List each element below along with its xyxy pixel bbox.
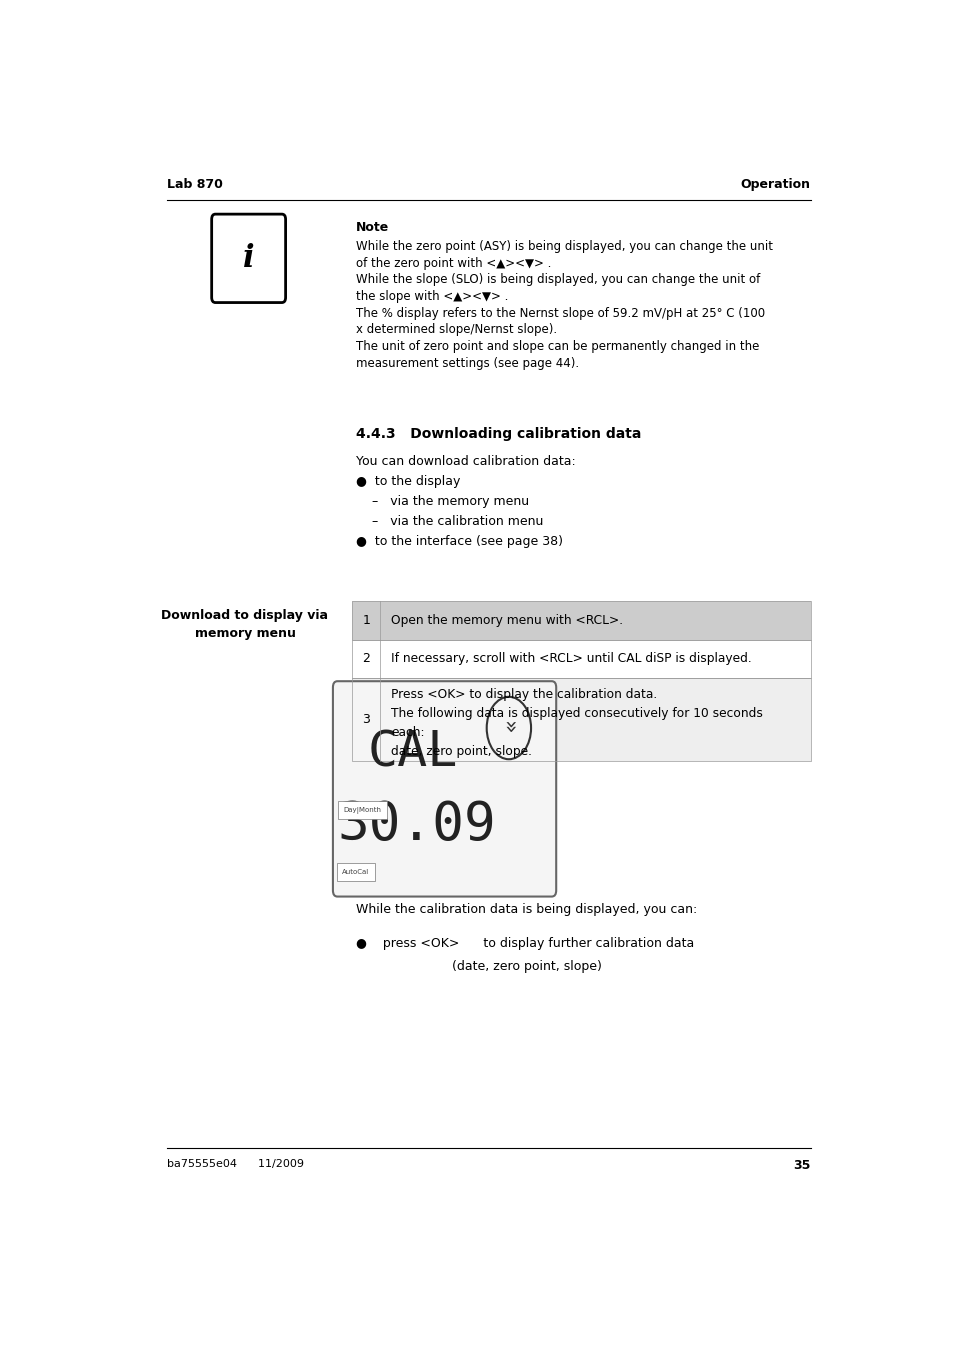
Text: 1: 1 bbox=[362, 613, 370, 627]
Bar bbox=[352, 678, 810, 762]
Text: i: i bbox=[243, 243, 254, 274]
Text: CAL: CAL bbox=[367, 728, 457, 777]
Text: Operation: Operation bbox=[740, 178, 810, 192]
Text: AutoCal: AutoCal bbox=[342, 869, 369, 875]
Text: 2: 2 bbox=[362, 653, 370, 665]
Text: –   via the memory menu: – via the memory menu bbox=[355, 494, 528, 508]
Text: Open the memory menu with <RCL>.: Open the memory menu with <RCL>. bbox=[391, 613, 623, 627]
Text: 4.4.3   Downloading calibration data: 4.4.3 Downloading calibration data bbox=[355, 427, 640, 442]
Text: date, zero point, slope.: date, zero point, slope. bbox=[391, 744, 532, 758]
Text: »: » bbox=[498, 721, 518, 735]
Bar bbox=[352, 639, 810, 678]
Text: Lab 870: Lab 870 bbox=[167, 178, 223, 192]
Text: each:: each: bbox=[391, 725, 424, 739]
Text: The following data is displayed consecutively for 10 seconds: The following data is displayed consecut… bbox=[391, 707, 762, 720]
Text: ●  to the display: ● to the display bbox=[355, 476, 459, 488]
FancyBboxPatch shape bbox=[333, 681, 556, 897]
Text: You can download calibration data:: You can download calibration data: bbox=[355, 455, 575, 469]
Bar bbox=[352, 678, 810, 762]
Text: Press <OK> to display the calibration data.: Press <OK> to display the calibration da… bbox=[391, 689, 657, 701]
Text: measurement settings (see page 44).: measurement settings (see page 44). bbox=[355, 357, 578, 370]
Text: Download to display via: Download to display via bbox=[161, 609, 328, 623]
Text: ba75555e04      11/2009: ba75555e04 11/2009 bbox=[167, 1159, 304, 1169]
Bar bbox=[352, 601, 810, 639]
Bar bbox=[352, 639, 810, 678]
Text: –   via the calibration menu: – via the calibration menu bbox=[355, 515, 542, 528]
Text: While the calibration data is being displayed, you can:: While the calibration data is being disp… bbox=[355, 902, 697, 916]
Bar bbox=[352, 601, 810, 639]
FancyBboxPatch shape bbox=[212, 213, 285, 303]
Text: 3: 3 bbox=[362, 713, 370, 727]
Text: The % display refers to the Nernst slope of 59.2 mV/pH at 25° C (100: The % display refers to the Nernst slope… bbox=[355, 307, 764, 320]
Text: ●  to the interface (see page 38): ● to the interface (see page 38) bbox=[355, 535, 562, 547]
Text: x determined slope/Nernst slope).: x determined slope/Nernst slope). bbox=[355, 323, 557, 336]
Text: The unit of zero point and slope can be permanently changed in the: The unit of zero point and slope can be … bbox=[355, 340, 759, 353]
Text: ●    press <OK>      to display further calibration data: ● press <OK> to display further calibrat… bbox=[355, 938, 694, 950]
Text: of the zero point with <▲><▼> .: of the zero point with <▲><▼> . bbox=[355, 257, 551, 270]
Text: 35: 35 bbox=[792, 1159, 810, 1171]
Text: 30.09: 30.09 bbox=[337, 800, 496, 851]
Text: While the zero point (ASY) is being displayed, you can change the unit: While the zero point (ASY) is being disp… bbox=[355, 240, 772, 253]
Text: the slope with <▲><▼> .: the slope with <▲><▼> . bbox=[355, 290, 508, 303]
Text: (date, zero point, slope): (date, zero point, slope) bbox=[355, 961, 601, 973]
Text: If necessary, scroll with <RCL> until CAL diSP is displayed.: If necessary, scroll with <RCL> until CA… bbox=[391, 653, 751, 665]
Text: Day|Month: Day|Month bbox=[343, 807, 381, 813]
Text: Note: Note bbox=[355, 222, 389, 235]
Text: While the slope (SLO) is being displayed, you can change the unit of: While the slope (SLO) is being displayed… bbox=[355, 273, 760, 286]
Text: memory menu: memory menu bbox=[194, 627, 295, 640]
